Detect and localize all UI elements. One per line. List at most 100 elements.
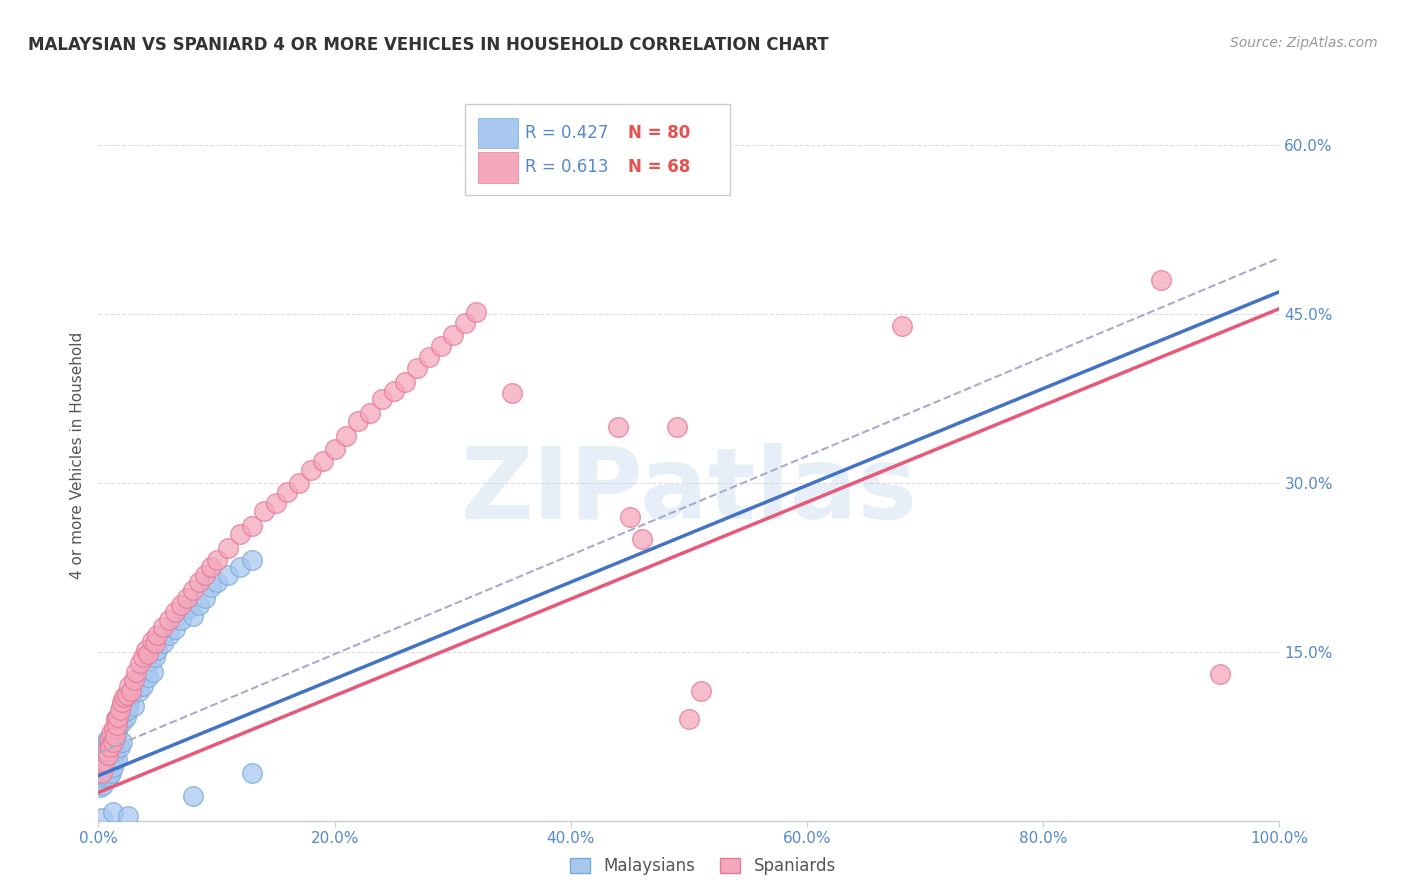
Point [117,703,139,717]
Point [105,726,128,740]
Point [114,710,136,724]
Point [105,712,128,726]
Point [217,568,239,582]
Point [132,679,155,693]
Point [689,684,711,698]
Point [312,453,335,467]
Point [276,485,298,500]
Point [98,732,121,747]
Point [129,670,152,684]
Point [141,633,163,648]
Point [359,406,381,420]
Point [108,710,131,724]
Point [501,386,523,401]
Point [194,568,217,582]
Point [146,628,169,642]
Text: ZIPatlas: ZIPatlas [461,443,917,540]
Point [103,737,125,751]
Point [98,740,121,755]
Point [229,526,252,541]
Point [91,757,114,772]
Point [91,811,114,825]
Point [112,690,135,704]
Point [108,740,131,755]
Point [465,305,488,319]
Point [890,318,912,333]
Point [181,789,204,803]
Point [101,805,124,819]
Point [142,665,165,679]
Point [103,752,125,766]
Point [98,737,121,751]
Point [323,442,346,457]
Point [143,650,166,665]
Point [240,552,263,566]
Point [98,732,121,747]
Point [125,676,148,690]
Point [104,744,127,758]
Point [187,575,209,590]
Point [111,696,134,710]
Point [91,752,114,766]
Point [93,755,115,769]
Point [122,673,145,687]
Point [97,744,120,758]
Point [98,769,121,783]
Point [101,746,124,760]
Point [157,628,180,642]
Point [96,771,118,785]
Point [108,703,131,717]
Point [264,496,287,510]
Point [121,688,143,702]
Point [146,642,169,657]
Point [406,361,429,376]
Point [194,591,217,605]
Point [181,582,204,597]
Point [101,729,124,743]
Point [128,656,150,670]
Point [165,606,187,620]
Point [430,339,453,353]
Point [152,636,174,650]
Point [217,541,239,556]
Point [111,735,134,749]
Text: N = 68: N = 68 [627,159,690,177]
Point [94,737,117,751]
Point [136,647,159,661]
Point [205,552,228,566]
Point [678,712,700,726]
Point [104,722,127,736]
Point [170,598,193,612]
Point [666,419,689,434]
Point [93,755,115,769]
Point [96,732,118,747]
Point [125,665,148,679]
Point [105,712,128,726]
Point [93,740,115,755]
Point [441,327,464,342]
Point [94,759,117,773]
Point [96,757,118,772]
Point [200,580,222,594]
Point [91,763,114,777]
Point [619,509,641,524]
Point [91,766,114,780]
Point [105,732,128,747]
Point [607,419,630,434]
Point [97,763,120,777]
Point [335,429,357,443]
Point [128,684,150,698]
Point [90,769,112,783]
Point [122,698,145,713]
Point [136,670,159,684]
Point [100,766,122,780]
Legend: Malaysians, Spaniards: Malaysians, Spaniards [562,849,844,884]
Point [98,748,121,763]
Point [418,350,440,364]
Point [139,654,162,668]
FancyBboxPatch shape [464,103,730,195]
Text: N = 80: N = 80 [627,124,690,142]
Point [91,766,114,780]
Point [165,623,187,637]
Point [104,729,127,743]
